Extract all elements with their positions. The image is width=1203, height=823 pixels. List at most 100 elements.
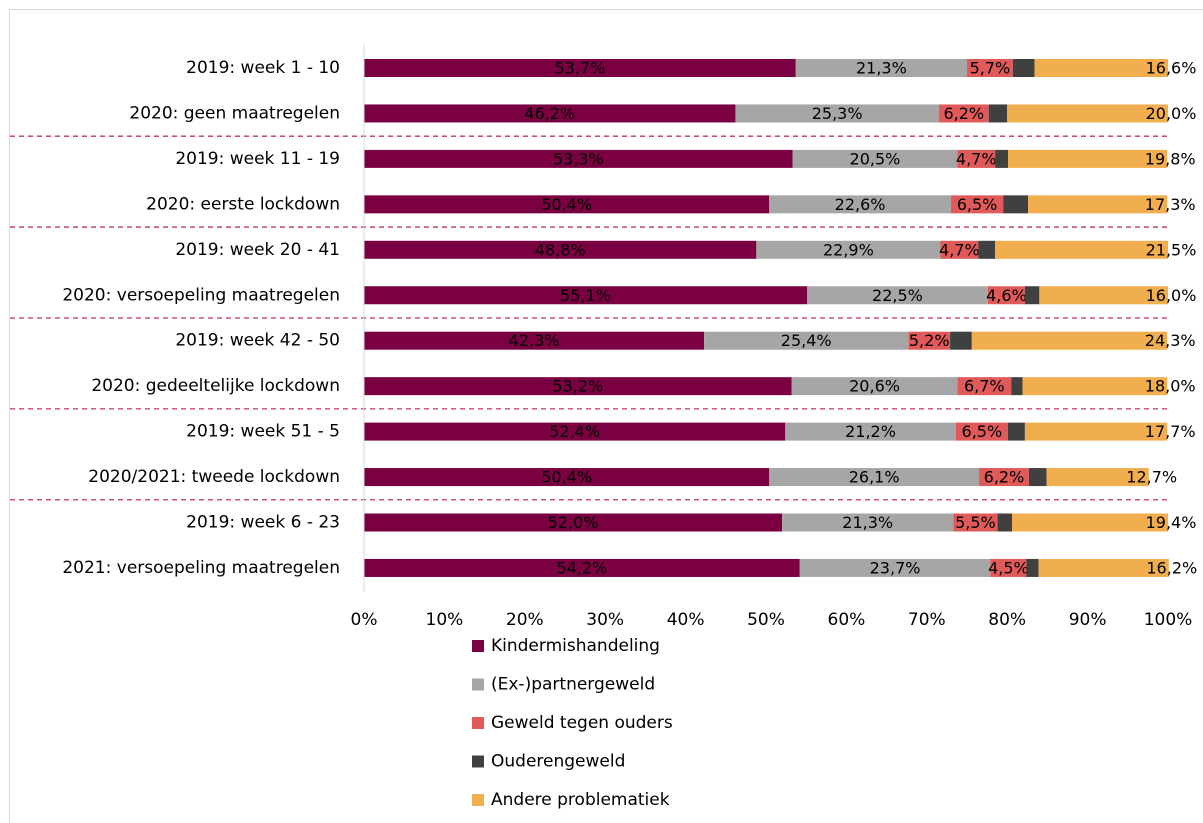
- bar-segment: [1026, 558, 1039, 577]
- value-label: 23,7%: [870, 558, 921, 577]
- bar-segment: [756, 240, 941, 259]
- legend-swatch: [472, 640, 484, 652]
- bar-segment: [1008, 422, 1025, 441]
- category-label: 2019: week 51 - 5: [186, 422, 340, 442]
- bar-segment: [997, 513, 1013, 532]
- x-tick-label: 100%: [1144, 610, 1193, 630]
- value-label: 46,2%: [524, 104, 575, 123]
- value-label: 25,4%: [781, 331, 832, 350]
- bar-segment: [1011, 377, 1023, 396]
- x-tick-label: 40%: [667, 610, 705, 630]
- x-tick-label: 20%: [506, 610, 544, 630]
- value-label: 17,7%: [1145, 422, 1196, 441]
- bar-segment: [957, 377, 1012, 396]
- value-label: 6,2%: [943, 104, 984, 123]
- bar-segment: [1028, 468, 1047, 487]
- value-label: 22,6%: [835, 195, 886, 214]
- bar-segment: [364, 240, 757, 259]
- category-label: 2019: week 11 - 19: [175, 149, 340, 169]
- category-label: 2020/2021: tweede lockdown: [88, 467, 340, 487]
- bar-segment: [364, 422, 786, 441]
- bar-segment: [1024, 422, 1168, 441]
- bar-segment: [1012, 513, 1168, 532]
- value-label: 6,5%: [957, 195, 998, 214]
- value-label: 22,5%: [872, 286, 923, 305]
- bar-segment: [908, 331, 951, 350]
- bar-segment: [799, 558, 991, 577]
- legend-label: Kindermishandeling: [491, 636, 660, 656]
- legend-label: Ouderengeweld: [491, 752, 625, 772]
- category-label: 2020: gedeeltelijke lockdown: [91, 376, 340, 396]
- legend-swatch: [472, 717, 484, 729]
- bar-segment: [364, 513, 783, 532]
- bar-segment: [979, 468, 1029, 487]
- value-label: 19,8%: [1145, 149, 1196, 168]
- bar-segment: [364, 195, 770, 214]
- category-label: 2021: versoepeling maatregelen: [62, 558, 340, 578]
- value-label: 17,3%: [1145, 195, 1196, 214]
- x-tick-label: 30%: [586, 610, 624, 630]
- value-label: 42,3%: [509, 331, 560, 350]
- bar-segment: [792, 149, 958, 168]
- value-label: 26,1%: [849, 468, 900, 487]
- category-label: 2019: week 42 - 50: [175, 331, 340, 351]
- value-label: 5,5%: [955, 513, 996, 532]
- bar-segment: [364, 558, 800, 577]
- value-label: 4,6%: [986, 286, 1027, 305]
- bar-segment: [950, 331, 972, 350]
- bar-segment: [995, 240, 1168, 259]
- value-label: 50,4%: [541, 468, 592, 487]
- category-label: 2019: week 6 - 23: [186, 513, 340, 533]
- value-label: 54,2%: [556, 558, 607, 577]
- value-label: 52,4%: [549, 422, 600, 441]
- bar-segment: [807, 286, 988, 305]
- x-tick-label: 0%: [351, 610, 378, 630]
- bar-segment: [364, 468, 770, 487]
- legend-label: (Ex-)partnergeweld: [491, 675, 655, 695]
- value-label: 16,6%: [1146, 59, 1197, 78]
- value-label: 22,9%: [823, 240, 874, 259]
- x-tick-label: 10%: [426, 610, 464, 630]
- bar-segment: [795, 59, 967, 77]
- bar-segment: [364, 377, 792, 396]
- value-label: 4,7%: [939, 240, 980, 259]
- value-label: 4,7%: [956, 149, 997, 168]
- value-label: 6,5%: [962, 422, 1003, 441]
- bar-segment: [1039, 286, 1168, 305]
- bar-segment: [1007, 104, 1168, 123]
- category-label: 2019: week 20 - 41: [175, 240, 340, 260]
- bar-segment: [1012, 59, 1035, 77]
- value-label: 53,3%: [553, 149, 604, 168]
- bar-segment: [990, 558, 1027, 577]
- bar-segment: [988, 104, 1008, 123]
- x-tick-label: 80%: [988, 610, 1026, 630]
- value-label: 6,2%: [984, 468, 1025, 487]
- bar-segment: [364, 104, 736, 123]
- bar-segment: [938, 104, 989, 123]
- legend-swatch: [472, 678, 484, 691]
- legend-label: Geweld tegen ouders: [491, 713, 673, 733]
- value-label: 20,6%: [849, 377, 900, 396]
- value-label: 4,5%: [988, 558, 1029, 577]
- bar-segment: [1034, 59, 1168, 77]
- bar-segment: [1008, 149, 1168, 168]
- value-label: 24,3%: [1145, 331, 1196, 350]
- value-label: 52,0%: [548, 513, 599, 532]
- bar-segment: [955, 422, 1009, 441]
- bar-segment: [364, 59, 796, 77]
- bar-segment: [1046, 468, 1149, 487]
- bar-segment: [364, 331, 705, 350]
- value-label: 53,2%: [552, 377, 603, 396]
- value-label: 6,7%: [964, 377, 1005, 396]
- bar-segment: [1024, 286, 1040, 305]
- bar-segment: [785, 422, 956, 441]
- bar-segment: [953, 513, 998, 532]
- bar-segment: [971, 331, 1168, 350]
- bar-segment: [1022, 377, 1168, 396]
- value-label: 48,8%: [535, 240, 586, 259]
- category-label: 2019: week 1 - 10: [186, 58, 340, 78]
- category-label: 2020: eerste lockdown: [146, 194, 340, 214]
- value-label: 5,7%: [970, 59, 1011, 78]
- bar-segment: [735, 104, 939, 123]
